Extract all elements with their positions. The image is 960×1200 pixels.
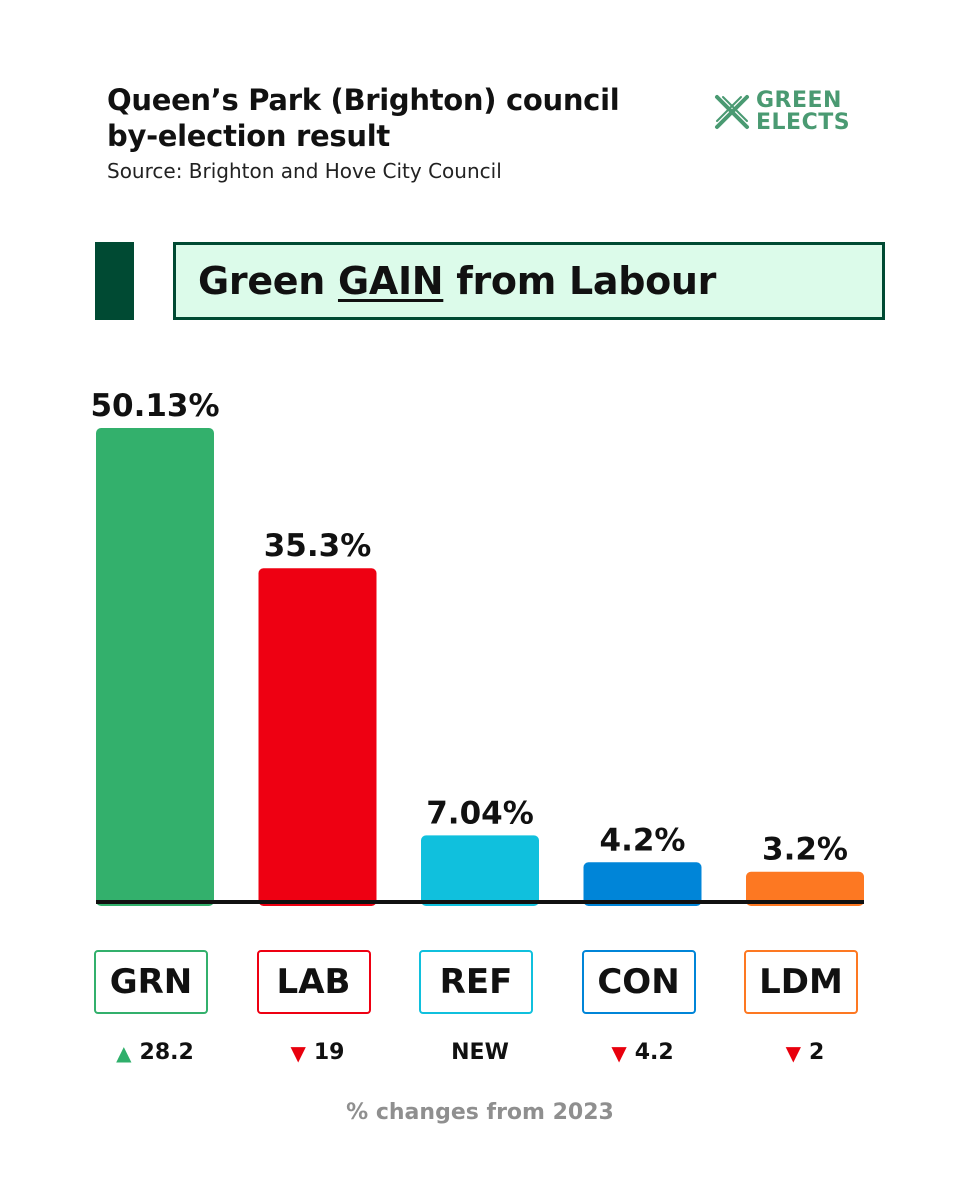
party-label-ref: REF: [419, 950, 533, 1014]
party-label-ldm: LDM: [744, 950, 858, 1014]
bar-con: [583, 862, 702, 906]
bar-ref: [421, 835, 539, 906]
chart-title-line-1: Queen’s Park (Brighton) council: [107, 83, 620, 117]
x-cross-logo-icon: [715, 95, 749, 129]
change-ldm: ▼ 2: [735, 1040, 875, 1065]
party-label-grn: GRN: [94, 950, 208, 1014]
change-ref: NEW: [410, 1040, 550, 1065]
headline-text-before: Green: [198, 259, 338, 303]
logo-text-line-2: ELECTS: [756, 110, 851, 135]
up-arrow-icon: ▲: [116, 1040, 132, 1065]
bar-chart: 50.13% 35.3% 7.04% 4.2% 3.2%: [90, 388, 864, 906]
value-label-lab: 35.3%: [264, 528, 372, 564]
headline-text-emphasis: GAIN: [337, 259, 444, 303]
changes-footnote: % changes from 2023: [346, 1100, 614, 1125]
logo-wordmark: GREEN ELECTS: [756, 90, 850, 134]
headline-banner: Green GAIN from Labour: [173, 242, 885, 320]
chart-title: Queen’s Park (Brighton) council by-elect…: [107, 82, 620, 154]
chart-title-line-2: by-election result: [107, 119, 390, 153]
change-value: 19: [313, 1040, 345, 1065]
down-arrow-icon: ▼: [290, 1040, 306, 1065]
change-value: 2: [809, 1040, 825, 1065]
headline-text-after: from Labour: [443, 259, 717, 303]
logo-text-line-1: GREEN: [756, 88, 842, 113]
bar-lab: [258, 568, 377, 906]
change-lab: ▼ 19: [248, 1040, 388, 1065]
down-arrow-icon: ▼: [785, 1040, 802, 1065]
bar-ldm: [746, 871, 864, 906]
change-grn: ▲ 28.2: [85, 1040, 225, 1065]
bar-grn: [96, 428, 214, 906]
headline-accent-bar: [95, 242, 134, 320]
change-con: ▼ 4.2: [573, 1040, 713, 1065]
down-arrow-icon: ▼: [611, 1040, 627, 1065]
value-label-ref: 7.04%: [426, 795, 534, 831]
change-value: NEW: [451, 1040, 509, 1065]
value-label-ldm: 3.2%: [762, 832, 848, 868]
party-label-con: CON: [581, 950, 696, 1014]
party-label-lab: LAB: [256, 950, 371, 1014]
change-value: 28.2: [139, 1040, 194, 1065]
value-label-grn: 50.13%: [90, 388, 219, 424]
green-elects-logo: GREEN ELECTS: [712, 88, 862, 136]
chart-source: Source: Brighton and Hove City Council: [107, 159, 502, 183]
value-label-con: 4.2%: [600, 822, 686, 858]
change-value: 4.2: [634, 1040, 674, 1065]
